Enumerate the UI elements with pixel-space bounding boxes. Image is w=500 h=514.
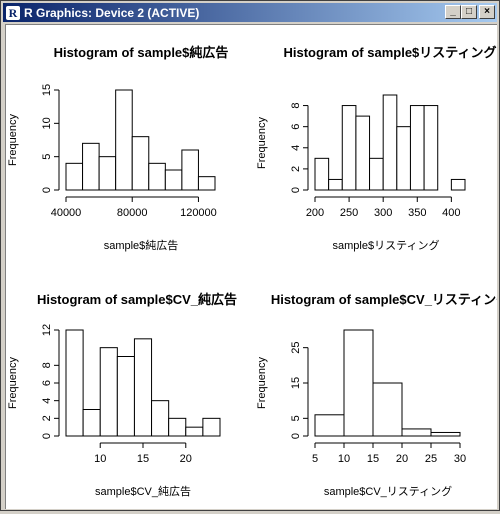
chart-title: Histogram of sample$CV_リスティング: [271, 292, 497, 307]
y-tick-label: 2: [41, 415, 53, 421]
histogram-bar: [164, 169, 183, 191]
histogram-bar: [98, 156, 117, 191]
histogram-bar: [430, 431, 461, 437]
y-axis-label: Frequency: [256, 357, 268, 409]
y-tick-label: 0: [290, 187, 302, 193]
y-tick-label: 6: [41, 380, 53, 386]
histogram-bar: [450, 178, 466, 191]
chart-title: Histogram of sample$リスティング: [283, 45, 496, 60]
x-tick-label: 30: [454, 453, 466, 465]
y-axis-label: Frequency: [256, 117, 268, 169]
x-tick-label: 300: [374, 207, 392, 219]
x-tick-label: 400: [442, 207, 460, 219]
y-tick-label: 0: [41, 187, 53, 193]
histogram-bar: [148, 162, 166, 191]
histogram-bar: [65, 329, 84, 437]
title-bar[interactable]: R R Graphics: Device 2 (ACTIVE) _ □ ×: [3, 3, 497, 22]
histogram-bar: [409, 105, 425, 191]
y-tick-label: 12: [41, 324, 53, 336]
y-tick-label: 0: [41, 433, 53, 439]
y-tick-label: 15: [41, 84, 53, 96]
histogram-bar: [133, 338, 153, 437]
histogram-bar: [151, 400, 170, 437]
x-tick-label: 20: [396, 453, 408, 465]
histogram-bar: [131, 136, 150, 191]
close-button[interactable]: ×: [479, 5, 495, 19]
y-tick-label: 10: [41, 117, 53, 129]
histogram-bar: [185, 426, 204, 437]
x-tick-label: 5: [312, 453, 318, 465]
y-axis-label: Frequency: [7, 114, 19, 166]
window-title: R Graphics: Device 2 (ACTIVE): [24, 5, 200, 20]
histogram-bar: [314, 157, 330, 191]
maximize-button[interactable]: □: [461, 5, 477, 19]
histogram-bar: [369, 157, 384, 191]
window-controls: _ □ ×: [445, 5, 495, 19]
y-tick-label: 4: [290, 145, 302, 151]
x-tick-label: 20: [180, 453, 192, 465]
y-tick-label: 15: [290, 377, 302, 389]
x-tick-label: 120000: [180, 207, 217, 219]
x-tick-label: 40000: [51, 207, 82, 219]
y-tick-label: 8: [41, 362, 53, 368]
histogram-bar: [401, 428, 432, 437]
chart-title: Histogram of sample$CV_純広告: [37, 292, 237, 307]
histogram-bar: [202, 417, 221, 437]
x-tick-label: 15: [367, 453, 379, 465]
x-axis-label: sample$CV_純広告: [95, 485, 191, 498]
y-tick-label: 0: [290, 433, 302, 439]
histogram-bar: [99, 347, 118, 437]
histogram-bar: [181, 149, 199, 191]
histogram-bar: [197, 176, 216, 191]
histogram-bar: [65, 162, 84, 191]
y-axis-label: Frequency: [7, 357, 19, 409]
histogram-bar: [82, 409, 101, 437]
x-tick-label: 200: [306, 207, 324, 219]
histogram-bar: [382, 94, 398, 191]
x-tick-label: 25: [425, 453, 437, 465]
r-app-icon[interactable]: R: [6, 5, 20, 20]
x-tick-label: 10: [94, 453, 106, 465]
histogram-bar: [341, 105, 357, 191]
y-tick-label: 6: [290, 124, 302, 130]
histogram-bar: [82, 142, 100, 191]
plot-canvas: Histogram of sample$純広告 40000 80000 120000 0…: [5, 24, 500, 509]
y-tick-label: 8: [290, 102, 302, 108]
y-tick-label: 2: [290, 166, 302, 172]
x-tick-label: 80000: [117, 207, 148, 219]
histogram-bar: [372, 382, 403, 437]
x-tick-label: 10: [338, 453, 350, 465]
histogram-bar: [328, 178, 343, 191]
y-tick-label: 4: [41, 398, 53, 404]
y-tick-label: 5: [41, 154, 53, 160]
histogram-bar: [343, 329, 374, 437]
minimize-button[interactable]: _: [445, 5, 461, 19]
chart-title: Histogram of sample$純広告: [54, 45, 229, 60]
x-tick-label: 15: [137, 453, 149, 465]
histogram-bar: [115, 89, 133, 191]
histogram-bar: [314, 414, 345, 437]
y-tick-label: 5: [290, 415, 302, 421]
histogram-bar: [355, 115, 371, 191]
histogram-bar: [396, 126, 411, 191]
x-tick-label: 250: [340, 207, 358, 219]
histogram-bar: [168, 417, 187, 437]
x-axis-label: sample$CV_リスティング: [324, 484, 452, 498]
histogram-bar: [116, 356, 135, 437]
x-axis-label: sample$純広告: [104, 239, 179, 252]
x-tick-label: 350: [408, 207, 426, 219]
y-tick-label: 25: [290, 342, 302, 354]
x-axis-label: sample$リスティング: [333, 238, 440, 252]
histogram-bar: [423, 105, 439, 191]
